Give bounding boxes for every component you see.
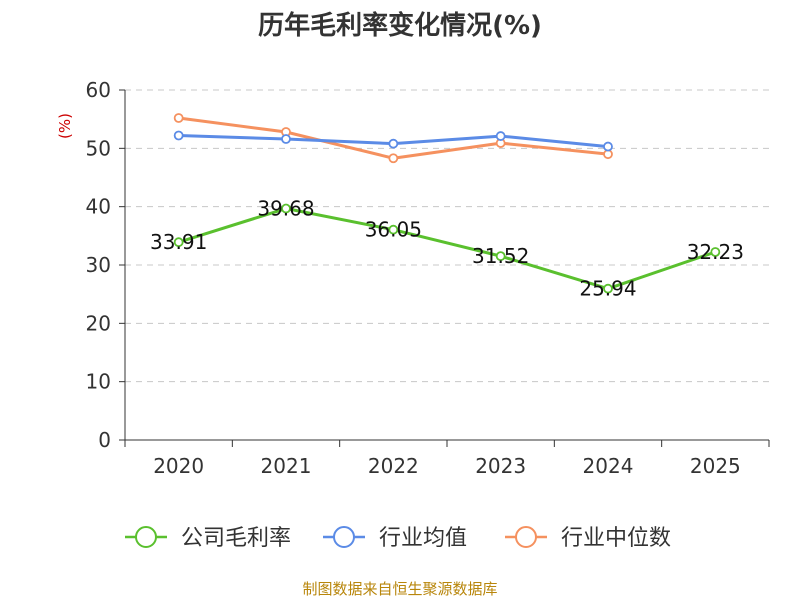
data-point[interactable] bbox=[173, 130, 184, 141]
data-label: 32.23 bbox=[687, 240, 744, 264]
x-tick-label: 2021 bbox=[261, 454, 312, 478]
legend[interactable]: 公司毛利率 行业均值 行业中位数 bbox=[125, 526, 671, 551]
series-line bbox=[178, 207, 716, 291]
x-tick-label: 2023 bbox=[475, 454, 526, 478]
y-tick-label: 0 bbox=[98, 428, 111, 452]
legend-item[interactable]: 行业中位数 bbox=[505, 526, 671, 551]
legend-label: 行业均值 bbox=[379, 526, 467, 551]
legend-label: 行业中位数 bbox=[561, 526, 671, 551]
data-point[interactable] bbox=[281, 203, 291, 214]
data-label: 36.05 bbox=[365, 218, 422, 242]
chart-title: 历年毛利率变化情况(%) bbox=[258, 10, 542, 41]
data-point[interactable] bbox=[495, 131, 506, 141]
data-point[interactable] bbox=[173, 237, 184, 248]
y-tick-label: 50 bbox=[86, 136, 111, 160]
legend-swatch-marker bbox=[515, 526, 537, 548]
data-label: 33.91 bbox=[150, 230, 207, 254]
data-point[interactable] bbox=[281, 134, 291, 144]
data-point[interactable] bbox=[388, 153, 399, 164]
axes: 0 10 20 30 40 50 60 2020 2021 2022 2023 2024 2025 bbox=[86, 78, 770, 478]
x-tick-label: 2022 bbox=[368, 454, 419, 478]
x-tick-label: 2020 bbox=[153, 454, 204, 478]
gridlines bbox=[125, 89, 769, 383]
x-tick-label: 2025 bbox=[690, 454, 741, 478]
data-point[interactable] bbox=[173, 113, 184, 123]
y-axis-label: (%) bbox=[56, 113, 74, 139]
y-tick-label: 20 bbox=[86, 311, 111, 335]
x-tick-label: 2024 bbox=[583, 454, 634, 478]
legend-item[interactable]: 公司毛利率 bbox=[125, 526, 291, 551]
data-point[interactable] bbox=[388, 138, 399, 149]
source-note: 制图数据来自恒生聚源数据库 bbox=[302, 580, 497, 598]
y-tick-label: 30 bbox=[86, 253, 111, 277]
data-label: 25.94 bbox=[579, 277, 636, 301]
legend-swatch-marker bbox=[333, 526, 355, 548]
legend-swatch-marker bbox=[135, 526, 157, 548]
data-point[interactable] bbox=[495, 251, 506, 262]
legend-label: 公司毛利率 bbox=[181, 526, 291, 551]
data-point[interactable] bbox=[710, 247, 721, 257]
data-labels: 33.91 39.68 36.05 31.52 25.94 32.23 bbox=[150, 197, 744, 301]
legend-item[interactable]: 行业均值 bbox=[323, 526, 467, 551]
data-point[interactable] bbox=[388, 224, 399, 235]
y-tick-label: 60 bbox=[86, 78, 111, 102]
y-tick-label: 40 bbox=[86, 195, 111, 219]
data-label: 39.68 bbox=[257, 197, 314, 221]
series-group bbox=[173, 113, 721, 294]
y-tick-label: 10 bbox=[86, 370, 111, 394]
data-point[interactable] bbox=[603, 141, 613, 152]
data-point[interactable] bbox=[603, 283, 613, 294]
data-label: 31.52 bbox=[472, 244, 529, 268]
